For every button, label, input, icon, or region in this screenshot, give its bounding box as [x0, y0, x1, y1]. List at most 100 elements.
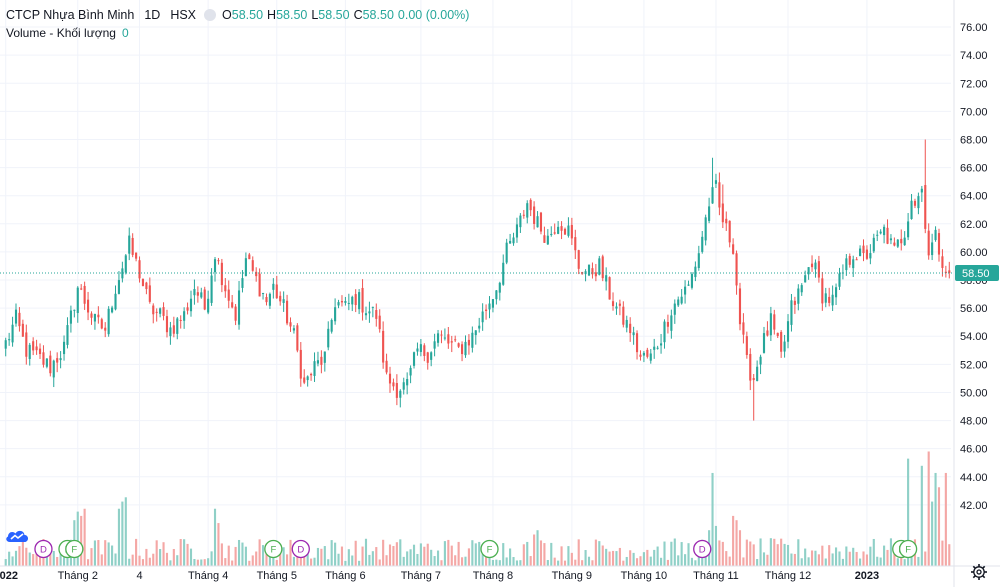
candle-body [577, 250, 580, 269]
volume-bar [148, 557, 151, 566]
candle-body [231, 302, 234, 308]
volume-bar [684, 554, 687, 566]
candle-body [90, 313, 93, 318]
candle-body [162, 307, 165, 316]
volume-bar [598, 541, 601, 566]
candle-body [138, 260, 141, 279]
candle-body [423, 345, 426, 356]
candle-body [165, 316, 169, 333]
candle-body [886, 227, 889, 244]
candle-body [944, 271, 947, 273]
volume-bar [663, 541, 666, 566]
volume-bar [581, 560, 584, 566]
candle-body [32, 341, 35, 351]
candle-body [313, 361, 316, 376]
volume-bar [220, 543, 223, 566]
candle-body [704, 217, 707, 241]
volume-bar [76, 511, 79, 566]
candle-body [114, 293, 117, 310]
candle-body [323, 351, 326, 363]
candle-body [351, 296, 354, 305]
candle-body [104, 327, 107, 331]
volume-bar [306, 545, 309, 566]
candle-body [481, 311, 484, 323]
ohlc-open: O58.50 [222, 8, 264, 22]
candle-body [354, 294, 357, 306]
volume-bar [464, 556, 467, 566]
candle-body [255, 271, 258, 277]
candle-body [697, 253, 700, 269]
candle-body [680, 296, 683, 304]
volume-bar [797, 539, 800, 566]
volume-bar [310, 558, 313, 566]
ohlc-close: C58.50 [353, 8, 394, 22]
volume-bar [876, 556, 879, 566]
tradingview-cloud-icon[interactable] [4, 525, 32, 547]
volume-bar [742, 557, 745, 566]
candle-body [907, 221, 910, 238]
candle-body [903, 237, 906, 246]
gear-icon[interactable] [970, 563, 988, 581]
candle-body [869, 253, 872, 259]
dividend-marker[interactable]: D [291, 539, 310, 559]
volume-bar [213, 508, 217, 566]
candle-body [436, 333, 440, 343]
candle-body [519, 215, 522, 228]
candle-body [52, 360, 55, 378]
candle-body [426, 352, 429, 363]
volume-bar [358, 560, 361, 566]
volume-bar [268, 554, 271, 566]
volume-bar [165, 552, 169, 566]
candle-body [807, 267, 810, 275]
dividend-marker[interactable]: D [693, 539, 712, 559]
volume-bar [478, 541, 481, 566]
candle-body [673, 303, 676, 315]
candle-body [241, 278, 244, 288]
candle-body [646, 349, 649, 357]
volume-bar [821, 545, 824, 566]
earnings-marker[interactable]: F [264, 539, 283, 559]
volume-bar [546, 560, 549, 566]
candle-body [893, 242, 896, 246]
volume-bar [498, 560, 501, 566]
earnings-marker[interactable]: F [65, 539, 84, 559]
candle-body [587, 264, 591, 276]
candle-body [605, 275, 608, 282]
ohlc-low: L58.50 [311, 8, 350, 22]
volume-bar [515, 560, 519, 566]
candle-body [316, 360, 320, 364]
candle-body [749, 353, 752, 381]
candle-body [694, 266, 697, 278]
y-tick-label: 62.00 [960, 219, 988, 231]
candle-body [539, 212, 543, 232]
volume-bar [56, 556, 59, 566]
volume-bar [769, 538, 772, 566]
candle-body [4, 340, 7, 349]
dividend-marker[interactable]: D [34, 539, 53, 559]
volume-bar [924, 551, 927, 566]
volume-bar [944, 472, 947, 566]
candle-body [931, 242, 934, 256]
exchange: HSX [170, 8, 197, 22]
candle-body [327, 328, 330, 348]
candle-body [934, 229, 937, 241]
candle-body [25, 332, 28, 357]
y-tick-label: 74.00 [960, 50, 988, 62]
candle-body [66, 325, 69, 345]
candle-body [107, 308, 110, 335]
volume-bar [395, 542, 398, 566]
candle-body [515, 224, 519, 238]
volume-bar [25, 547, 28, 566]
candle-body [879, 231, 882, 234]
interval[interactable]: 1D [144, 8, 161, 22]
candle-body [738, 288, 742, 325]
volume-bar [162, 542, 165, 566]
earnings-marker[interactable]: F [480, 539, 499, 559]
volume-bar [838, 551, 841, 566]
candle-body [502, 262, 505, 285]
earnings-marker[interactable]: F [898, 539, 918, 559]
candle-body [45, 358, 48, 367]
volume-bar [783, 543, 786, 566]
candle-body [663, 321, 666, 343]
